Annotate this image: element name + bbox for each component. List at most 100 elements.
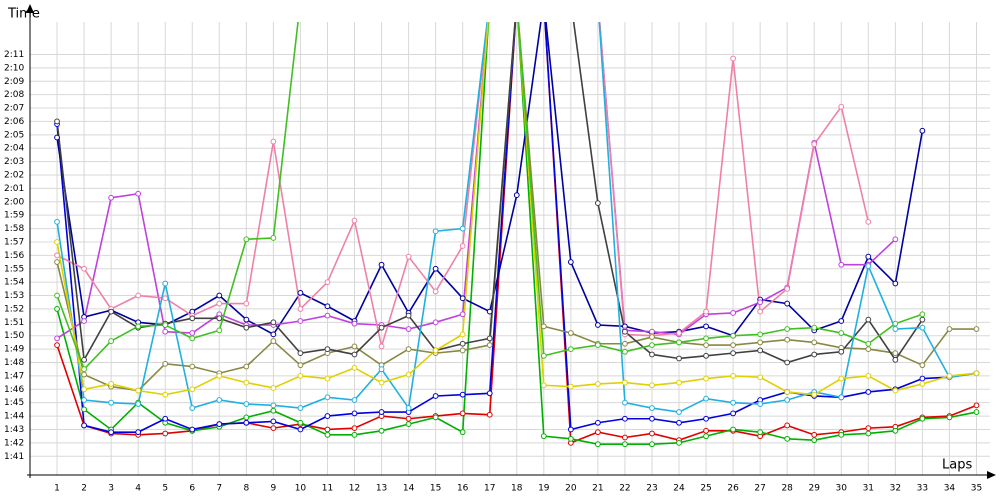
point (270, 138, 277, 145)
x-axis-title: Laps (942, 458, 972, 473)
point (567, 426, 574, 433)
point (324, 431, 331, 438)
point (540, 382, 547, 389)
point (595, 0, 600, 3)
point (54, 335, 60, 342)
x-tick-label: 3 (108, 484, 114, 494)
y-tick-label: 2:07 (4, 104, 24, 114)
point (865, 340, 872, 347)
point (405, 312, 412, 319)
point (703, 375, 709, 382)
y-tick-label: 1:58 (4, 224, 24, 234)
point (838, 330, 845, 336)
point (919, 316, 926, 323)
y-tick-label: 1:56 (4, 251, 24, 261)
series-line (56, 22, 977, 392)
y-tick-label: 2:01 (4, 184, 24, 194)
x-tick-label: 33 (917, 484, 928, 494)
point (81, 371, 87, 378)
point (514, 0, 519, 3)
point (784, 300, 791, 307)
point (513, 192, 520, 198)
y-tick-label: 1:45 (4, 398, 24, 408)
point (676, 439, 682, 446)
point (919, 311, 926, 318)
point (297, 289, 304, 296)
point (54, 118, 60, 125)
point (757, 347, 764, 354)
point (730, 426, 736, 433)
y-tick-label: 2:08 (4, 90, 24, 100)
point (432, 319, 439, 326)
x-tick-label: 1 (54, 484, 60, 494)
y-tick-label: 2:00 (4, 197, 24, 207)
x-tick-label: 17 (484, 484, 495, 494)
point (324, 426, 331, 433)
point (730, 310, 736, 316)
x-tick-label: 21 (592, 484, 603, 494)
point (54, 134, 60, 141)
point (162, 360, 169, 367)
point (514, 0, 519, 3)
point (405, 415, 412, 422)
x-tick-label: 24 (673, 484, 685, 494)
point (730, 332, 736, 339)
y-tick-label: 1:59 (4, 211, 24, 221)
x-tick-label: 14 (403, 484, 415, 494)
point (459, 391, 466, 398)
point (378, 343, 385, 350)
point (270, 235, 277, 241)
point (81, 422, 87, 429)
point (594, 419, 601, 426)
x-tick-label: 4 (135, 484, 141, 494)
point (567, 330, 574, 336)
point (243, 316, 250, 323)
point (757, 374, 764, 381)
point (216, 300, 223, 307)
series-line (56, 22, 923, 371)
point (838, 103, 845, 110)
y-tick-label: 1:46 (4, 385, 24, 395)
point (811, 351, 818, 358)
point (216, 372, 223, 379)
point (567, 259, 574, 265)
point (784, 326, 791, 332)
point (973, 370, 980, 377)
point (703, 342, 709, 348)
point (595, 0, 600, 3)
point (406, 0, 411, 3)
point (892, 326, 899, 332)
point (81, 366, 87, 373)
point (216, 327, 223, 334)
point (784, 359, 791, 366)
point (541, 0, 546, 3)
x-tick-label: 18 (511, 484, 523, 494)
point (162, 430, 169, 437)
point (649, 441, 655, 448)
point (730, 342, 736, 348)
point (703, 395, 709, 402)
point (541, 0, 546, 3)
point (568, 0, 573, 3)
point (514, 0, 519, 3)
point (622, 348, 628, 355)
y-tick-label: 2:11 (4, 50, 24, 60)
point (811, 437, 818, 444)
x-tick-label: 32 (890, 484, 901, 494)
point (838, 261, 845, 268)
point (919, 375, 926, 382)
point (270, 418, 277, 425)
point (540, 323, 547, 330)
point (703, 335, 709, 342)
point (54, 292, 60, 299)
point (486, 335, 493, 342)
point (838, 375, 845, 382)
x-tick-label: 28 (781, 484, 793, 494)
point (811, 324, 818, 331)
point (514, 0, 519, 3)
point (324, 279, 331, 286)
point (811, 339, 818, 346)
y-tick-label: 1:51 (4, 318, 24, 328)
y-arrow (26, 4, 34, 13)
x-tick-label: 31 (863, 484, 874, 494)
